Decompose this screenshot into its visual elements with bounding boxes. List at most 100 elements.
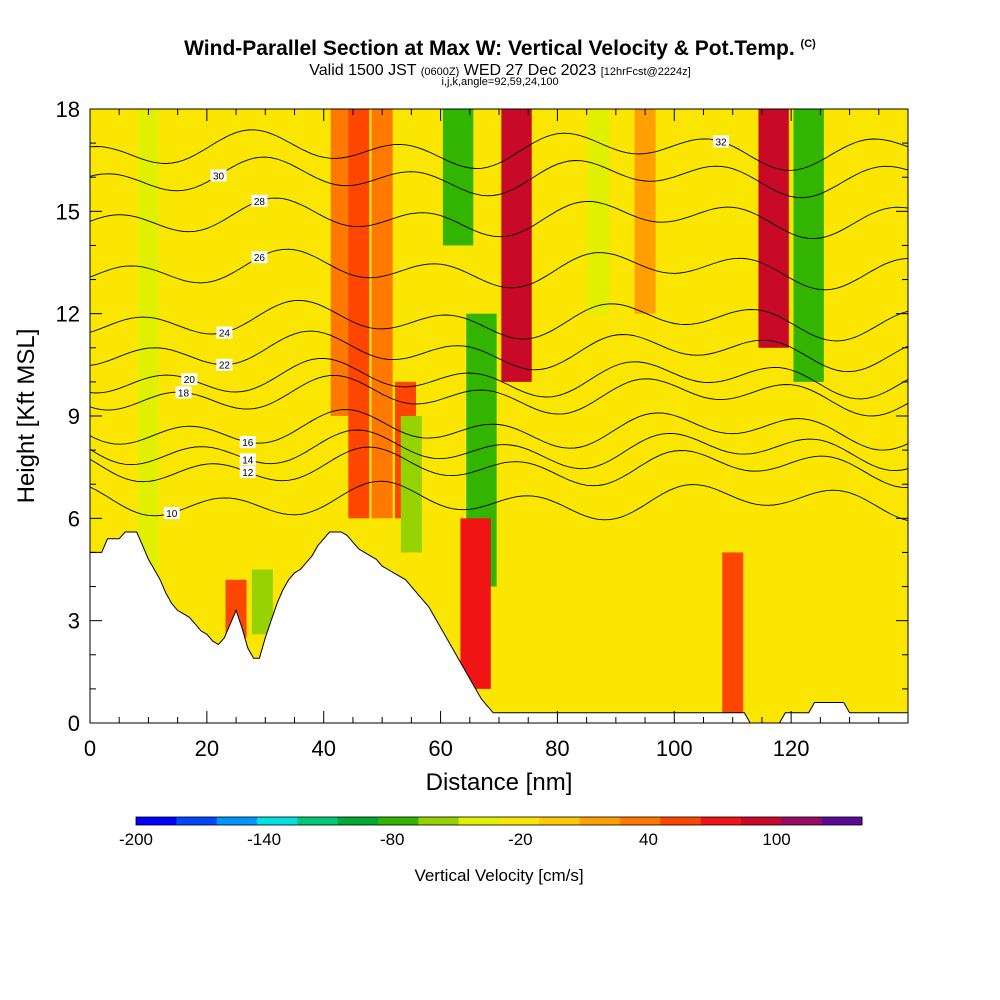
colorbar-tick-0: -200 xyxy=(119,830,153,849)
subtitle-valid: Valid 1500 JST xyxy=(309,62,417,79)
theta-label-16: 16 xyxy=(242,438,254,449)
theta-label-24: 24 xyxy=(219,329,231,340)
colorbar-swatch-2 xyxy=(216,817,258,825)
y-axis-label: Height [Kft MSL] xyxy=(13,329,40,504)
velocity-band-15 xyxy=(722,552,744,713)
velocity-band-16 xyxy=(758,109,789,348)
colorbar-swatch-5 xyxy=(337,817,379,825)
colorbar-swatch-11 xyxy=(579,817,621,825)
x-tick-label-100: 100 xyxy=(656,736,693,761)
velocity-band-14 xyxy=(634,109,656,314)
colorbar-swatch-6 xyxy=(378,817,419,825)
theta-label-32: 32 xyxy=(715,137,727,148)
chart-params: i,j,k,angle=92,59,24,100 xyxy=(441,76,559,88)
colorbar-swatch-1 xyxy=(176,817,218,825)
theta-label-10: 10 xyxy=(166,509,178,520)
theta-label-26: 26 xyxy=(254,253,266,264)
colorbar-tick-4: 40 xyxy=(639,830,658,849)
chart-title-text: Wind-Parallel Section at Max W: Vertical… xyxy=(184,37,795,60)
velocity-band-2 xyxy=(251,569,273,635)
velocity-band-0 xyxy=(137,109,159,570)
colorbar-swatch-8 xyxy=(458,817,500,825)
subtitle-utc: (0600Z) xyxy=(420,66,460,78)
velocity-band-17 xyxy=(793,109,824,382)
axes: 0 20 40 60 80 100 120 0 3 6 9 12 15 18 xyxy=(56,97,908,761)
theta-contour-32 xyxy=(90,129,908,171)
theta-label-bg-32 xyxy=(713,135,730,148)
velocity-band-9 xyxy=(442,109,474,246)
velocity-band-7 xyxy=(400,416,422,553)
theta-label-bg-12 xyxy=(239,466,256,479)
subtitle-date: WED 27 Dec 2023 xyxy=(463,62,597,79)
theta-contour-18 xyxy=(90,374,908,417)
theta-contour-28 xyxy=(90,197,908,240)
theta-label-bg-22 xyxy=(216,358,233,371)
colorbar-swatch-3 xyxy=(257,817,298,825)
theta-label-bg-18 xyxy=(175,386,192,399)
velocity-band-11 xyxy=(460,518,491,689)
theta-label-bg-24 xyxy=(216,326,233,339)
theta-label-bg-26 xyxy=(251,251,268,264)
x-tick-label-80: 80 xyxy=(545,736,569,761)
chart-title-tag: (C) xyxy=(800,38,816,50)
theta-label-18: 18 xyxy=(178,388,190,399)
velocity-band-13 xyxy=(587,109,609,314)
theta-label-bg-30 xyxy=(210,169,227,182)
x-tick-label-120: 120 xyxy=(773,736,810,761)
colorbar-tick-5: 100 xyxy=(762,830,790,849)
theta-label-bg-10 xyxy=(163,507,180,520)
theta-contour-16 xyxy=(90,409,908,451)
theta-contour-20 xyxy=(90,357,908,400)
colorbar-tick-3: -20 xyxy=(508,830,533,849)
colorbar-swatch-7 xyxy=(418,817,460,825)
colorbar-swatch-14 xyxy=(700,817,742,825)
theta-label-14: 14 xyxy=(242,455,254,466)
x-axis-label: Distance [nm] xyxy=(426,769,573,796)
velocity-band-5 xyxy=(371,109,393,519)
velocity-band-8 xyxy=(424,109,446,485)
theta-label-20: 20 xyxy=(184,375,196,386)
chart-title: Wind-Parallel Section at Max W: Vertical… xyxy=(0,37,1000,61)
colorbar-swatch-16 xyxy=(781,817,823,825)
colorbar: -200 -140 -80 -20 40 100 xyxy=(119,816,863,849)
colorbar-swatch-12 xyxy=(620,817,661,825)
theta-label-bg-14 xyxy=(239,453,256,466)
y-tick-label-0: 0 xyxy=(68,711,80,736)
chart-subtitle: Valid 1500 JST (0600Z) WED 27 Dec 2023 [… xyxy=(0,62,1000,80)
theta-label-30: 30 xyxy=(213,171,225,182)
y-tick-label-3: 3 xyxy=(68,609,80,634)
colorbar-frame xyxy=(135,816,863,826)
theta-contour-12 xyxy=(90,446,908,489)
theta-label-bg-28 xyxy=(251,194,268,207)
y-tick-label-18: 18 xyxy=(56,97,80,122)
y-tick-label-15: 15 xyxy=(56,199,80,224)
y-tick-label-12: 12 xyxy=(56,302,80,327)
y-tick-label-9: 9 xyxy=(68,404,80,429)
velocity-band-12 xyxy=(501,109,532,382)
terrain-mask xyxy=(90,531,908,723)
theta-contour-10 xyxy=(90,480,908,522)
colorbar-tick-1: -140 xyxy=(247,830,281,849)
theta-label-bg-20 xyxy=(181,373,198,386)
theta-label-12: 12 xyxy=(242,468,254,479)
colorbar-swatch-9 xyxy=(499,817,540,825)
colorbar-swatch-0 xyxy=(136,817,177,825)
colorbar-label: Vertical Velocity [cm/s] xyxy=(414,866,583,885)
theta-contour-14 xyxy=(90,429,908,472)
theta-label-22: 22 xyxy=(219,361,231,372)
x-tick-label-20: 20 xyxy=(195,736,219,761)
contour-labels: 10 12 14 16 18 20 22 24 26 28 30 32 xyxy=(163,135,730,520)
colorbar-swatch-13 xyxy=(660,817,702,825)
theta-contour-26 xyxy=(90,248,908,291)
velocity-fill xyxy=(137,109,824,713)
colorbar-tick-2: -80 xyxy=(380,830,405,849)
x-tick-label-0: 0 xyxy=(84,736,96,761)
velocity-band-4 xyxy=(348,109,370,519)
colorbar-swatch-4 xyxy=(297,817,339,825)
colorbar-swatch-15 xyxy=(741,817,782,825)
x-tick-label-60: 60 xyxy=(428,736,452,761)
y-tick-label-6: 6 xyxy=(68,506,80,531)
colorbar-swatch-17 xyxy=(821,817,863,825)
plot-area xyxy=(90,109,908,723)
